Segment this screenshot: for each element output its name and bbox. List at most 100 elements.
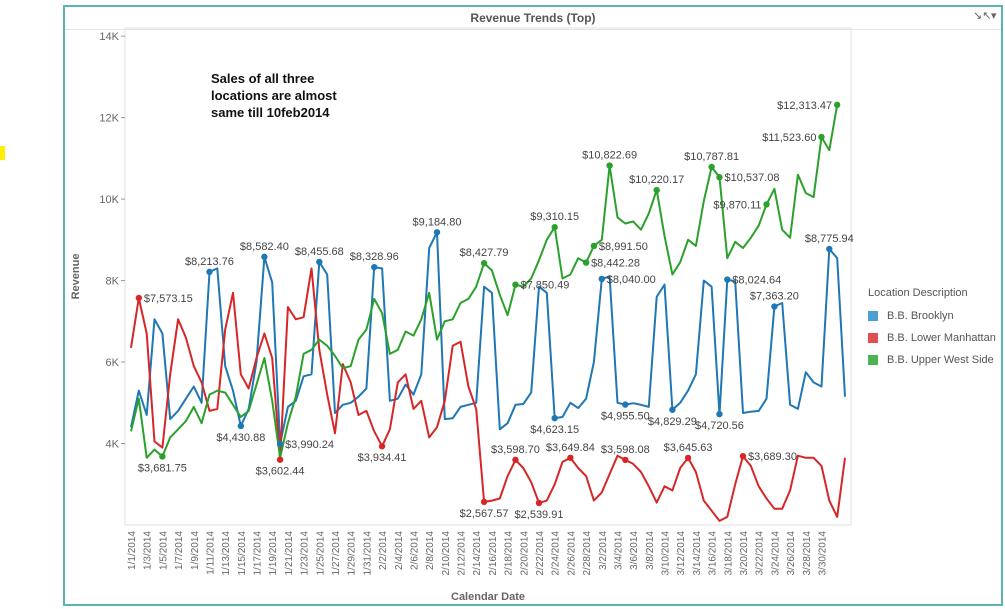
data-label: $9,184.80 (413, 216, 462, 228)
y-axis-label: Revenue (70, 254, 82, 300)
x-tick-label: 2/12/2014 (457, 531, 468, 576)
x-tick-label: 1/9/2014 (190, 531, 201, 570)
x-tick-label: 3/12/2014 (676, 531, 687, 576)
x-tick-label: 2/22/2014 (535, 531, 546, 576)
x-tick-label: 3/2/2014 (598, 531, 609, 570)
line-chart: 4K 6K 8K 10K 12K 14K Revenue 1/1/2014 1/3/2014 1/… (70, 27, 854, 603)
data-label: $4,829.29 (648, 416, 697, 428)
x-tick-label: 2/10/2014 (441, 531, 452, 576)
y-tick-label: 10K (99, 194, 119, 206)
chart-data-labels: $8,213.76 $4,430.88 $8,582.40 $3,990.24 $8,4… (135, 100, 854, 521)
x-tick-label: 3/16/2014 (708, 531, 719, 576)
legend-title: Location Description (868, 287, 968, 299)
data-label: $3,689.30 (748, 451, 797, 463)
y-tick-label: 14K (99, 31, 119, 43)
chart-lines (130, 104, 846, 522)
x-tick-label: 1/19/2014 (268, 531, 279, 576)
data-point (276, 440, 284, 448)
x-tick-label: 2/6/2014 (409, 531, 420, 570)
data-point (378, 443, 386, 450)
x-tick-label: 3/26/2014 (786, 531, 797, 576)
data-point (433, 229, 441, 236)
x-tick-label: 3/18/2014 (723, 531, 734, 576)
data-label: $8,040.00 (607, 274, 656, 286)
x-tick-label: 3/10/2014 (661, 531, 672, 576)
data-point (237, 422, 245, 430)
x-tick-label: 1/3/2014 (143, 531, 154, 570)
x-tick-label: 1/15/2014 (237, 531, 248, 576)
y-tick-label: 4K (106, 439, 120, 451)
x-tick-label: 1/29/2014 (347, 531, 358, 576)
legend-item-upper-west-side[interactable]: B.B. Upper West Side (868, 354, 1003, 366)
data-point (653, 186, 660, 194)
x-tick-label: 1/23/2014 (300, 531, 311, 576)
legend-swatch (868, 311, 878, 321)
x-tick-label: 3/8/2014 (645, 531, 656, 570)
data-point (622, 401, 629, 408)
chart-panel: Revenue Trends (Top) ↘↖ ▾ 4K 6K 8K 10K 12K 14… (63, 5, 1003, 606)
data-label: $8,582.40 (240, 241, 289, 253)
x-tick-label: 1/25/2014 (315, 531, 326, 576)
legend-item-brooklyn[interactable]: B.B. Brooklyn (868, 310, 1003, 322)
data-label: $10,537.08 (724, 172, 779, 184)
data-point (763, 201, 770, 208)
data-point (598, 275, 605, 283)
y-tick-label: 8K (106, 276, 120, 288)
data-point (833, 101, 841, 109)
legend-item-lower-manhattan[interactable]: B.B. Lower Manhattan (868, 332, 1003, 344)
data-point (316, 258, 323, 266)
data-label: $3,598.08 (601, 444, 650, 456)
data-point (206, 268, 213, 276)
data-label: $8,991.50 (599, 241, 648, 253)
data-label: $7,850.49 (520, 280, 569, 292)
x-tick-label: 1/13/2014 (221, 531, 232, 576)
collapse-arrows-icon[interactable]: ↘↖ (973, 10, 992, 22)
data-point (606, 162, 613, 169)
data-label: $9,310.15 (530, 211, 579, 223)
x-tick-label: 1/21/2014 (284, 531, 295, 576)
data-label: $3,990.24 (285, 439, 334, 451)
data-point (480, 498, 488, 506)
dropdown-triangle-icon[interactable]: ▾ (991, 10, 997, 22)
data-point (708, 163, 715, 171)
data-point (818, 133, 825, 141)
series-line-lower-manhattan (130, 267, 846, 522)
x-tick-label: 1/1/2014 (127, 531, 138, 570)
x-tick-label: 2/8/2014 (425, 531, 436, 570)
data-point (590, 242, 598, 250)
x-tick-label: 3/28/2014 (802, 531, 813, 576)
x-tick-label: 2/2/2014 (378, 531, 389, 570)
legend-swatch (868, 355, 878, 365)
x-tick-label: 3/20/2014 (739, 531, 750, 576)
chart-title: Revenue Trends (Top) (470, 11, 596, 25)
annotation-text: Sales of all three locations are almost … (211, 71, 337, 120)
data-label: $8,213.76 (185, 256, 234, 268)
data-label: $3,649.84 (546, 442, 595, 454)
legend-label: B.B. Upper West Side (887, 354, 994, 366)
x-tick-label: 2/16/2014 (488, 531, 499, 576)
data-label: $12,313.47 (777, 100, 832, 112)
data-label: $9,870.11 (713, 199, 761, 211)
data-label: $4,720.56 (695, 420, 744, 432)
x-tick-label: 3/14/2014 (692, 531, 703, 576)
x-tick-label: 1/7/2014 (174, 531, 185, 570)
x-tick-label: 1/31/2014 (362, 531, 373, 576)
data-point (535, 499, 543, 507)
x-tick-label: 3/4/2014 (613, 531, 624, 570)
data-point (512, 281, 519, 288)
data-point (480, 259, 488, 267)
plot-area (124, 27, 852, 526)
x-tick-label: 2/24/2014 (551, 531, 562, 576)
chart-axes: 4K 6K 8K 10K 12K 14K Revenue 1/1/2014 1/3/2014 1/… (70, 27, 852, 603)
data-point (135, 294, 143, 302)
data-label: $8,328.96 (350, 251, 399, 263)
data-label: $7,363.20 (750, 291, 799, 303)
data-label: $8,427.79 (460, 247, 509, 259)
data-point (716, 410, 723, 418)
data-point (567, 454, 574, 461)
x-tick-label: 1/27/2014 (331, 531, 342, 576)
data-label: $8,775.94 (805, 233, 854, 245)
legend-label: B.B. Lower Manhattan (887, 332, 996, 344)
data-point (582, 259, 590, 266)
x-tick-label: 2/26/2014 (566, 531, 577, 576)
